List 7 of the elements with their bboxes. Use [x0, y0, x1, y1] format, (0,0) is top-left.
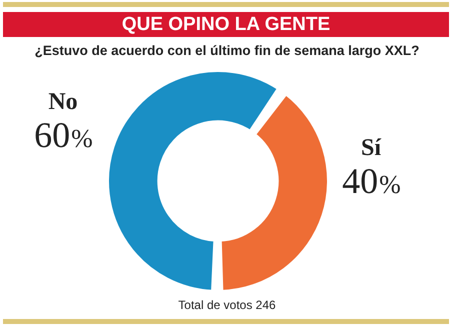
chart-subtitle: ¿Estuvo de acuerdo con el último fin de semana largo XXL? — [34, 43, 420, 58]
slice-label: Sí — [360, 135, 382, 161]
chart-title: QUE OPINO LA GENTE — [3, 12, 449, 37]
data-label: 40% — [342, 161, 401, 201]
data-label: 60% — [34, 115, 93, 155]
text: Total de votos 246 — [177, 298, 277, 312]
slice-label: No — [48, 89, 78, 115]
